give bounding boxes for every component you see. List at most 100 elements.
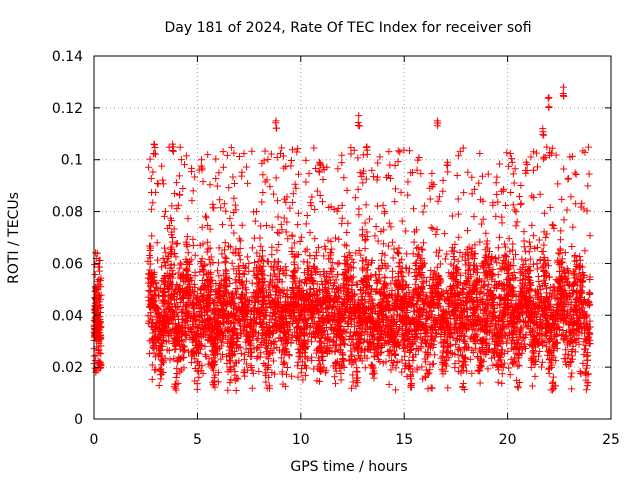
data-point: [583, 207, 591, 215]
data-point: [374, 173, 382, 181]
data-point: [495, 233, 503, 241]
data-point: [514, 383, 522, 391]
data-point: [338, 151, 346, 159]
data-point: [546, 203, 554, 211]
data-point: [243, 163, 251, 171]
data-point: [147, 205, 155, 213]
data-point: [533, 163, 541, 171]
data-point: [191, 173, 199, 181]
data-point: [236, 256, 244, 264]
data-point: [300, 269, 308, 277]
data-point: [493, 173, 501, 181]
data-point: [439, 187, 447, 195]
data-point: [512, 208, 520, 216]
data-point: [458, 363, 466, 371]
data-point: [223, 151, 231, 159]
data-point: [277, 220, 285, 228]
data-point: [188, 358, 196, 366]
data-point: [145, 163, 153, 171]
data-point: [525, 238, 533, 246]
data-point: [172, 374, 180, 382]
data-point: [429, 225, 437, 233]
data-point: [331, 288, 339, 296]
data-point: [419, 208, 427, 216]
data-point: [177, 156, 185, 164]
data-point: [161, 308, 169, 316]
data-point: [508, 155, 516, 163]
data-point: [444, 384, 452, 392]
data-point: [302, 156, 310, 164]
data-point: [319, 198, 327, 206]
data-point: [229, 173, 237, 181]
data-point: [283, 370, 290, 378]
data-point: [330, 205, 338, 213]
data-point: [204, 151, 212, 159]
data-point: [303, 258, 311, 266]
data-point: [221, 239, 229, 247]
data-point: [558, 195, 566, 203]
data-point: [283, 364, 291, 372]
data-point: [160, 212, 168, 220]
data-point: [217, 338, 225, 346]
data-point: [448, 247, 456, 255]
data-point: [212, 280, 220, 288]
data-point: [361, 364, 369, 372]
data-point: [147, 174, 155, 182]
data-point: [355, 205, 363, 213]
data-point: [506, 150, 514, 158]
data-point: [169, 308, 177, 316]
data-point: [230, 194, 238, 202]
data-point: [201, 342, 209, 350]
data-point: [341, 241, 349, 249]
data-point: [173, 205, 181, 213]
data-point: [509, 201, 517, 209]
data-point: [171, 345, 179, 353]
data-point: [525, 263, 533, 271]
data-point: [235, 264, 243, 272]
data-point: [476, 379, 484, 387]
data-point: [567, 373, 575, 381]
data-point: [195, 373, 203, 381]
data-point: [581, 247, 589, 255]
data-point: [278, 144, 286, 152]
data-point: [298, 233, 306, 241]
data-point: [328, 245, 336, 253]
data-point: [480, 277, 488, 285]
data-point: [268, 243, 276, 251]
data-point: [390, 245, 398, 253]
data-point: [331, 234, 339, 242]
data-point: [93, 249, 101, 257]
data-point: [510, 275, 518, 283]
data-point: [302, 295, 310, 303]
data-point: [95, 292, 103, 300]
data-point: [485, 280, 493, 288]
data-point: [341, 341, 349, 349]
data-point: [315, 244, 323, 252]
data-point: [456, 249, 464, 257]
data-point: [404, 191, 412, 199]
data-point: [153, 239, 161, 247]
data-point: [282, 163, 290, 171]
data-point: [193, 385, 201, 393]
data-point: [276, 264, 284, 272]
data-point: [262, 222, 270, 230]
data-point: [311, 205, 319, 213]
data-point: [206, 181, 214, 189]
data-point: [222, 266, 230, 274]
data-point: [568, 243, 576, 251]
data-point: [204, 222, 212, 230]
data-point: [312, 269, 320, 277]
data-point: [242, 345, 250, 353]
data-point: [445, 303, 453, 311]
data-point: [419, 246, 427, 254]
data-point: [567, 357, 575, 365]
data-point: [415, 292, 423, 300]
data-point: [294, 358, 302, 366]
data-point: [288, 231, 296, 239]
data-point: [427, 267, 435, 275]
data-point: [167, 260, 175, 268]
data-point: [272, 174, 280, 182]
data-point: [467, 248, 475, 256]
data-point: [162, 249, 170, 257]
